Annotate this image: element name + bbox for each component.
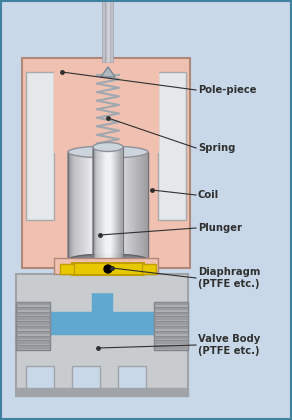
Bar [154,302,188,350]
Bar [92,278,112,328]
Bar [68,152,148,260]
Bar [54,72,158,152]
Bar [106,0,110,62]
Bar [72,263,144,275]
Bar [110,0,112,62]
Bar [93,147,123,269]
Bar [22,58,190,268]
Bar [102,0,105,62]
Ellipse shape [68,146,148,158]
Bar [158,72,186,220]
Text: Spring: Spring [198,143,235,153]
Bar [60,264,74,274]
Ellipse shape [104,265,112,273]
Bar [16,274,188,396]
Bar [34,312,170,334]
Ellipse shape [68,254,148,266]
Bar [54,258,158,274]
Bar [16,388,188,396]
Bar [56,276,148,292]
Bar [26,366,54,388]
Bar [72,366,100,388]
Bar [16,302,50,350]
Ellipse shape [93,265,123,273]
Bar [142,264,156,274]
Text: Coil: Coil [198,190,219,200]
Bar [26,72,54,220]
Text: Diaphragm
(PTFE etc.): Diaphragm (PTFE etc.) [198,267,260,289]
Bar [118,366,146,388]
Text: Plunger: Plunger [198,223,242,233]
Ellipse shape [93,142,123,152]
Polygon shape [101,67,115,77]
Text: Pole-piece: Pole-piece [198,85,256,95]
Text: Valve Body
(PTFE etc.): Valve Body (PTFE etc.) [198,334,260,356]
